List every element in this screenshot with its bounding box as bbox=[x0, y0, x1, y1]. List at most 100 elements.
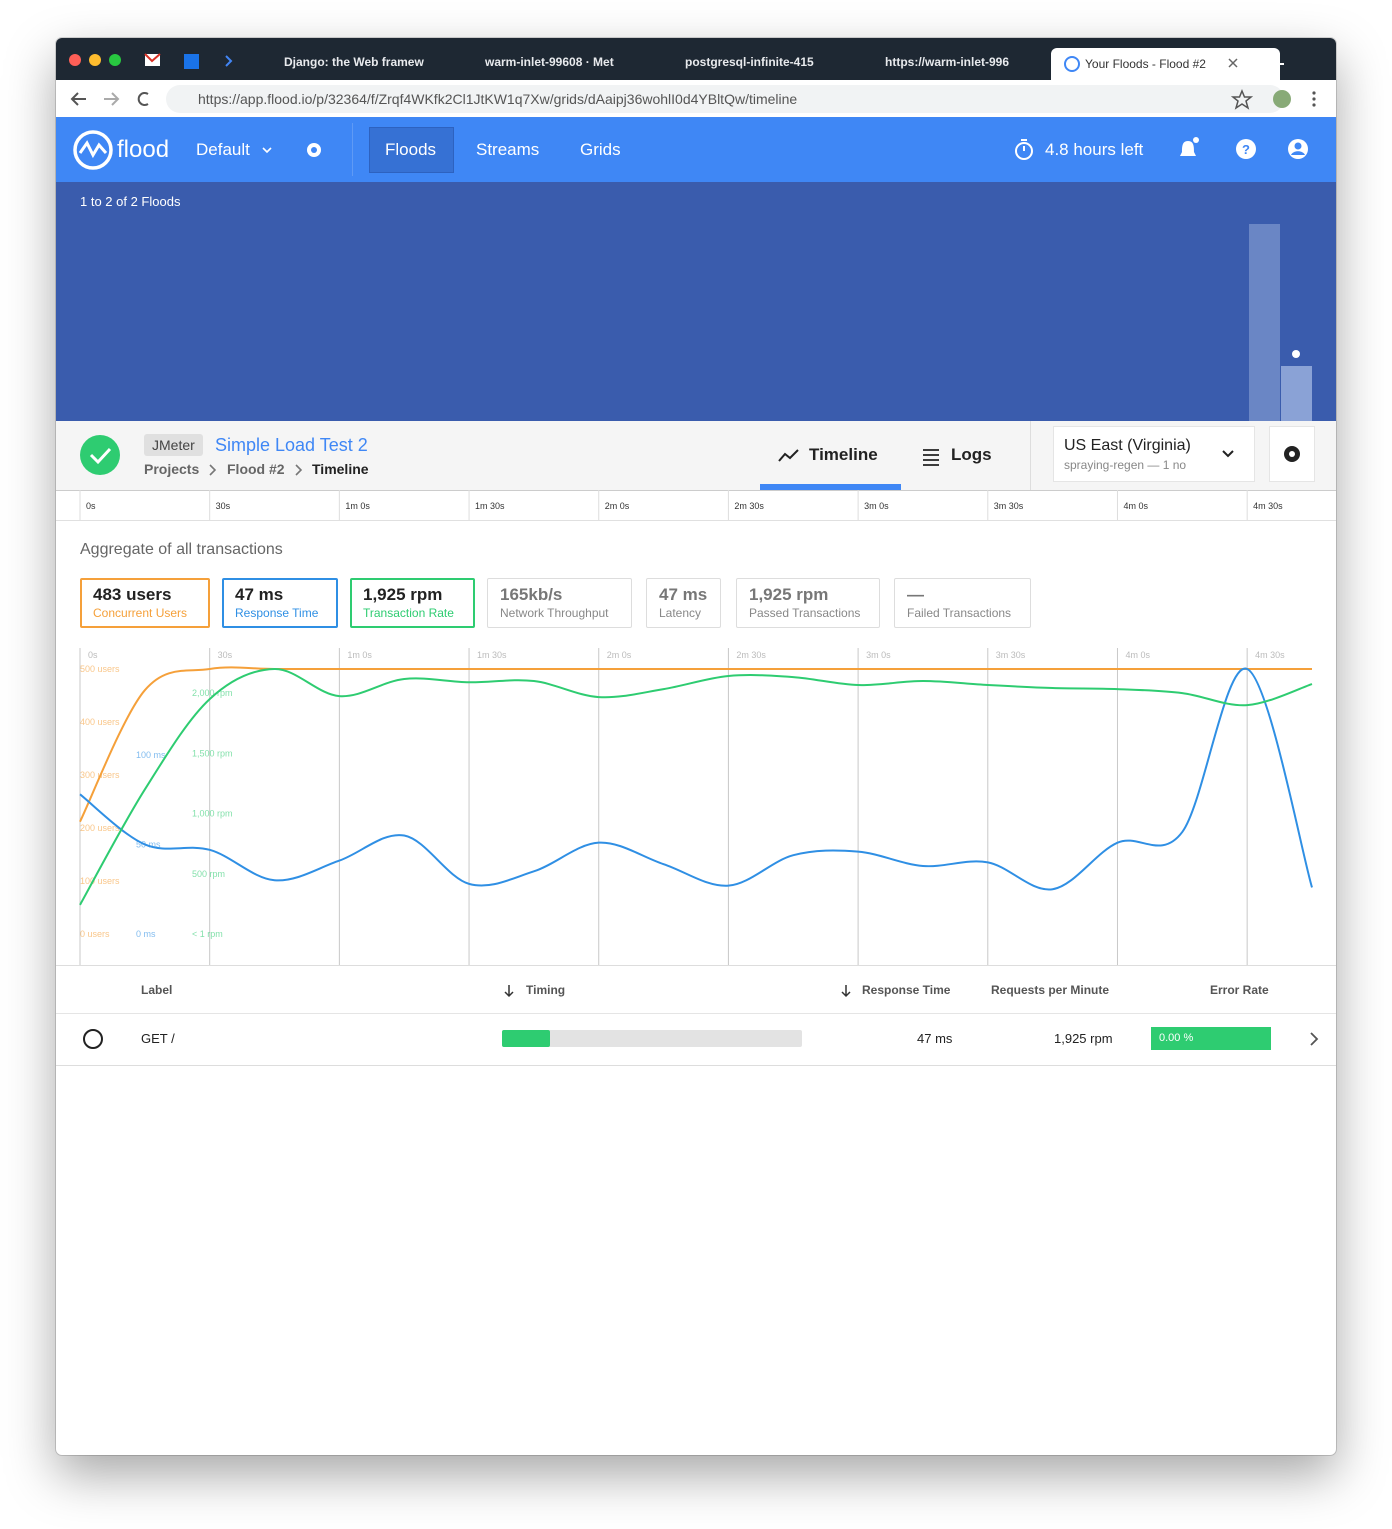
y-tick-label: 1,500 rpm bbox=[192, 748, 233, 758]
url: https://app.flood.io/p/32364/f/Zrqf4WKfk… bbox=[198, 91, 798, 107]
y-tick-label: 500 users bbox=[80, 664, 120, 674]
tool-badge: JMeter bbox=[144, 434, 203, 456]
breadcrumb-separators bbox=[209, 464, 303, 476]
row-label: GET / bbox=[141, 1031, 175, 1046]
nav-link[interactable]: Grids bbox=[580, 140, 621, 159]
gear-icon bbox=[1284, 446, 1300, 462]
ruler-label: 2m 0s bbox=[605, 501, 630, 511]
logo bbox=[73, 130, 113, 170]
row-border bbox=[56, 1065, 1336, 1066]
divider bbox=[1030, 421, 1031, 490]
browser-window: Django: the Web framew warm-inlet-99608 … bbox=[56, 38, 1336, 1455]
status-icon bbox=[80, 435, 120, 475]
flood-history-bar[interactable] bbox=[1249, 224, 1280, 421]
row-select[interactable] bbox=[82, 1028, 104, 1050]
settings-button[interactable] bbox=[1269, 426, 1315, 482]
breadcrumb[interactable]: Flood #2 bbox=[227, 461, 285, 477]
metric-label: Network Throughput bbox=[500, 606, 609, 620]
metric-card: 47 ms Latency bbox=[646, 578, 721, 628]
flood-header: JMeter Simple Load Test 2 Projects Flood… bbox=[56, 421, 1336, 491]
series-line bbox=[79, 667, 1313, 891]
column-header[interactable]: Response Time bbox=[862, 983, 951, 997]
region: US East (Virginia) bbox=[1064, 437, 1191, 454]
ruler-label: 30s bbox=[216, 501, 231, 511]
tab[interactable]: warm-inlet-99608 · Met bbox=[485, 55, 614, 69]
metric-value: 1,925 rpm bbox=[363, 585, 443, 604]
row-expand[interactable] bbox=[1306, 1030, 1322, 1048]
y-tick-label: 0 ms bbox=[136, 929, 156, 939]
divider bbox=[352, 123, 353, 176]
y-tick-label: < 1 rpm bbox=[192, 929, 223, 939]
window-controls bbox=[69, 53, 233, 69]
x-tick-label: 2m 0s bbox=[607, 650, 632, 660]
x-tick-label: 30s bbox=[218, 650, 233, 660]
view-tab[interactable]: Timeline bbox=[809, 445, 878, 464]
project-menu[interactable]: Default bbox=[196, 140, 250, 159]
response-time: 47 ms bbox=[917, 1031, 953, 1046]
metric-value: 165kb/s bbox=[500, 585, 563, 604]
tab[interactable]: https://warm-inlet-996 bbox=[885, 55, 1010, 69]
x-tick-label: 4m 0s bbox=[1125, 650, 1150, 660]
metric-value: 483 users bbox=[93, 585, 172, 604]
y-tick-label: 100 ms bbox=[136, 750, 166, 760]
x-tick-label: 1m 30s bbox=[477, 650, 507, 660]
tab-icons bbox=[1064, 56, 1284, 72]
tab-bar: Django: the Web framew warm-inlet-99608 … bbox=[56, 38, 1336, 80]
metric-value: 1,925 rpm bbox=[749, 585, 829, 604]
time-ruler: 0s 30s 1m 0s 1m 30s 2m 0s 2m 30s 3m 0s 3m 30s 4m… bbox=[56, 490, 1336, 521]
y-tick-label: 0 users bbox=[80, 929, 110, 939]
y-tick-label: 2,000 rpm bbox=[192, 688, 233, 698]
flood-history-bar[interactable] bbox=[1281, 366, 1312, 421]
ruler-label: 4m 0s bbox=[1123, 501, 1148, 511]
url-field[interactable]: https://app.flood.io/p/32364/f/Zrqf4WKfk… bbox=[166, 85, 1284, 113]
flood-name[interactable]: Simple Load Test 2 bbox=[215, 435, 368, 455]
view-tab[interactable]: Logs bbox=[951, 445, 992, 464]
error-rate-text: 0.00 % bbox=[1159, 1032, 1194, 1044]
nav-link[interactable]: Floods bbox=[385, 140, 437, 159]
time-left: 4.8 hours left bbox=[1045, 140, 1144, 159]
column-header[interactable]: Error Rate bbox=[1210, 983, 1269, 997]
metric-card: 1,925 rpm Transaction Rate bbox=[350, 578, 475, 628]
breadcrumb: Timeline bbox=[312, 461, 369, 477]
x-tick-label: 4m 30s bbox=[1255, 650, 1285, 660]
column-header[interactable]: Requests per Minute bbox=[991, 983, 1110, 997]
breadcrumb[interactable]: Projects bbox=[144, 461, 200, 477]
ruler-label: 3m 0s bbox=[864, 501, 889, 511]
ruler-label: 2m 30s bbox=[734, 501, 764, 511]
nav-buttons[interactable] bbox=[56, 80, 166, 117]
column-header[interactable]: Timing bbox=[526, 983, 566, 997]
column-header[interactable]: Label bbox=[141, 983, 173, 997]
x-tick-label: 2m 30s bbox=[736, 650, 766, 660]
metric-label: Latency bbox=[659, 606, 702, 620]
metric-card: — Failed Transactions bbox=[894, 578, 1031, 628]
y-tick-label: 100 users bbox=[80, 876, 120, 886]
y-tick-label: 200 users bbox=[80, 823, 120, 833]
series-line bbox=[79, 667, 1313, 906]
metric-label: Transaction Rate bbox=[363, 606, 454, 620]
ruler-label: 1m 0s bbox=[345, 501, 370, 511]
timing-track bbox=[502, 1030, 802, 1047]
grid-name: spraying-regen — 1 no bbox=[1064, 458, 1187, 472]
brand[interactable]: flood bbox=[117, 136, 170, 163]
error-rate: 0.00 % bbox=[1151, 1027, 1271, 1050]
section-title: Aggregate of all transactions bbox=[80, 541, 283, 558]
tab[interactable]: Django: the Web framew bbox=[284, 55, 424, 69]
metric-value: 47 ms bbox=[235, 585, 284, 604]
tab[interactable]: postgresql-infinite-415 bbox=[685, 55, 814, 69]
metric-label: Failed Transactions bbox=[907, 606, 1012, 620]
metric-label: Response Time bbox=[235, 606, 319, 620]
row-border bbox=[56, 1013, 1336, 1014]
header-icons[interactable]: ? bbox=[1176, 135, 1316, 165]
app-nav: flood Default Floods Streams Grids 4.8 h… bbox=[56, 117, 1336, 182]
y-tick-label: 500 rpm bbox=[192, 869, 225, 879]
region-select[interactable]: US East (Virginia) spraying-regen — 1 no bbox=[1053, 426, 1255, 482]
active-tab-indicator bbox=[760, 484, 901, 490]
tab-active[interactable]: Your Floods - Flood #2 bbox=[1051, 48, 1280, 80]
metric-card: 1,925 rpm Passed Transactions bbox=[736, 578, 880, 628]
nav-link[interactable]: Streams bbox=[476, 140, 540, 159]
metric-value: 47 ms bbox=[659, 585, 708, 604]
tab-icons bbox=[778, 449, 939, 466]
timing-bar bbox=[502, 1030, 550, 1047]
nav-icons bbox=[262, 143, 321, 157]
